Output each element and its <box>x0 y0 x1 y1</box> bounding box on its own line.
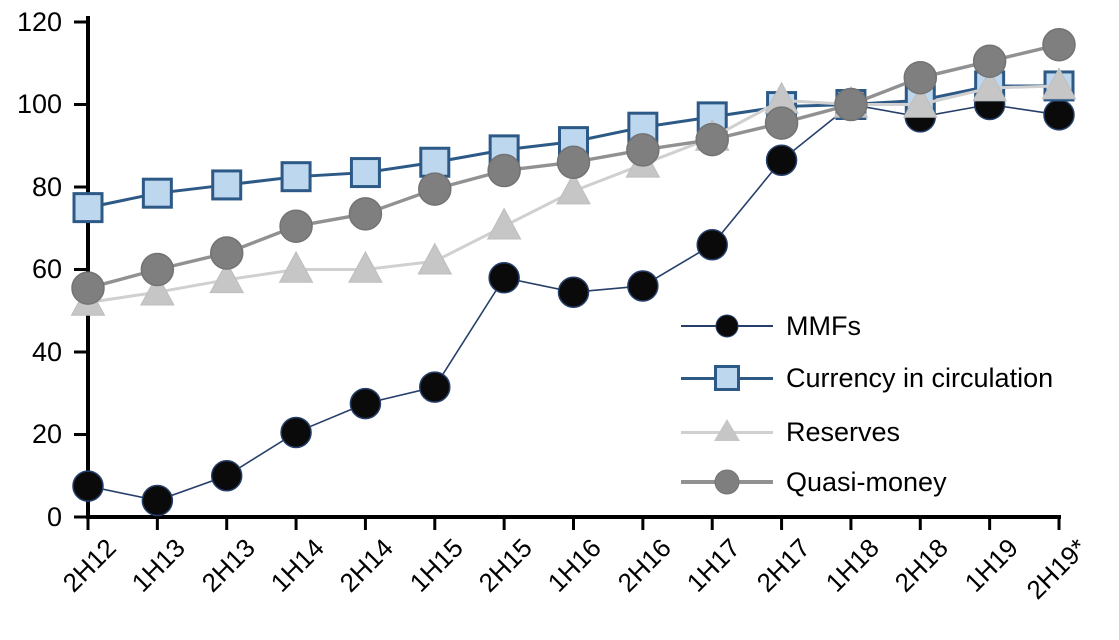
legend-item-mmfs: MMFs <box>681 306 1101 346</box>
mmfs-line-marker-icon <box>681 309 773 343</box>
data-point-mmfs <box>72 470 104 502</box>
data-point-mmfs <box>280 416 312 449</box>
legend-label: Reserves <box>786 417 901 447</box>
legend-item-currency: Currency in circulation <box>681 358 1101 398</box>
data-point-reserves <box>556 172 591 205</box>
data-point-quasi-money <box>418 172 452 206</box>
data-point-currency-in-circulation <box>419 146 451 178</box>
data-point-quasi-money <box>626 133 660 167</box>
data-point-currency-in-circulation <box>349 157 381 189</box>
data-point-mmfs <box>419 371 451 403</box>
data-point-quasi-money <box>348 197 383 231</box>
data-point-mmfs <box>488 262 520 294</box>
data-point-mmfs <box>765 144 798 176</box>
data-point-mmfs <box>627 270 659 302</box>
legend-label: Quasi-money <box>786 467 947 497</box>
data-point-currency-in-circulation <box>280 161 312 193</box>
legend-label: MMFs <box>786 311 861 341</box>
data-point-mmfs <box>1043 99 1075 131</box>
data-point-reserves <box>972 69 1007 102</box>
data-point-reserves <box>417 242 453 275</box>
quasi-money-line-marker-icon <box>681 465 773 499</box>
y-tick-label: 40 <box>31 337 62 367</box>
data-point-currency-in-circulation <box>72 192 104 224</box>
data-point-mmfs <box>696 229 728 261</box>
data-point-quasi-money <box>695 122 729 157</box>
data-point-reserves <box>902 85 938 118</box>
legend-item-reserves: Reserves <box>681 412 1101 452</box>
legend-label: Currency in circulation <box>786 363 1054 393</box>
data-point-currency-in-circulation <box>141 177 173 209</box>
data-point-mmfs <box>557 276 590 308</box>
data-point-reserves <box>209 261 245 294</box>
y-tick-label: 60 <box>31 254 62 284</box>
y-tick-label: 100 <box>16 89 62 119</box>
data-point-quasi-money <box>556 145 591 179</box>
y-tick-label: 120 <box>16 7 62 37</box>
data-point-quasi-money <box>279 209 313 243</box>
data-point-reserves <box>140 273 175 306</box>
data-point-mmfs <box>349 387 382 420</box>
data-point-quasi-money <box>834 87 868 122</box>
y-tick-label: 20 <box>31 419 62 449</box>
data-point-reserves <box>1041 67 1077 100</box>
data-point-reserves <box>348 250 383 283</box>
data-point-currency-in-circulation <box>211 169 243 201</box>
data-point-mmfs <box>210 460 243 492</box>
data-point-mmfs <box>141 484 174 517</box>
data-point-quasi-money <box>487 153 521 188</box>
data-point-quasi-money <box>764 106 799 140</box>
reserves-line-marker-icon <box>681 415 773 449</box>
data-point-quasi-money <box>972 44 1007 78</box>
data-point-quasi-money <box>1042 27 1076 62</box>
data-point-reserves <box>278 250 314 283</box>
data-point-quasi-money <box>140 252 175 287</box>
data-point-quasi-money <box>903 60 938 95</box>
y-tick-label: 80 <box>31 172 62 202</box>
currency-line-marker-icon <box>681 361 773 395</box>
data-point-reserves <box>486 207 522 240</box>
data-point-quasi-money <box>209 236 244 270</box>
legend-item-quasi-money: Quasi-money <box>681 462 1101 502</box>
y-tick-label: 0 <box>46 502 62 532</box>
data-point-quasi-money <box>71 271 105 305</box>
